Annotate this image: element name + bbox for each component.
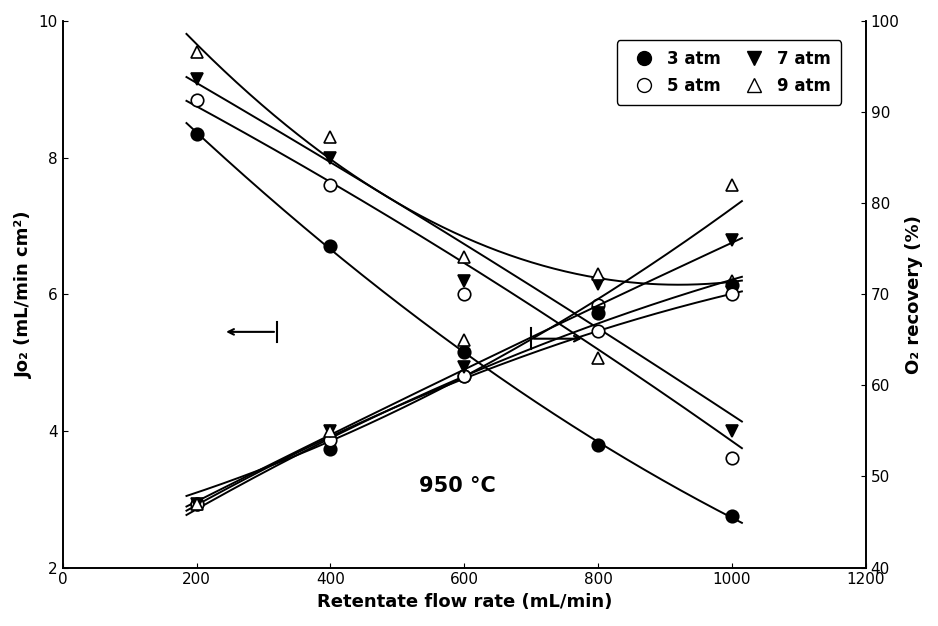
9 atm [459,253,470,260]
9 atm [593,270,604,277]
3 atm [190,130,202,138]
5 atm [459,290,470,298]
3 atm [325,243,336,250]
9 atm [325,133,336,141]
7 atm [459,277,470,284]
5 atm [325,181,336,188]
3 atm [726,513,737,520]
5 atm [726,454,737,462]
7 atm [726,427,737,434]
Y-axis label: Jo₂ (mL/min cm²): Jo₂ (mL/min cm²) [15,210,33,378]
Text: 950 °C: 950 °C [419,476,496,496]
5 atm [190,96,202,103]
Line: 9 atm: 9 atm [190,46,738,287]
3 atm [459,349,470,356]
X-axis label: Retentate flow rate (mL/min): Retentate flow rate (mL/min) [316,593,612,611]
3 atm [593,441,604,448]
Line: 5 atm: 5 atm [190,93,738,464]
7 atm [593,280,604,288]
Legend: 3 atm, 5 atm, 7 atm, 9 atm: 3 atm, 5 atm, 7 atm, 9 atm [617,40,841,105]
9 atm [190,48,202,56]
7 atm [190,75,202,83]
5 atm [593,300,604,308]
Line: 7 atm: 7 atm [190,73,738,437]
Line: 3 atm: 3 atm [190,128,738,523]
9 atm [726,277,737,284]
7 atm [325,154,336,162]
Y-axis label: O₂ recovery (%): O₂ recovery (%) [905,215,923,374]
